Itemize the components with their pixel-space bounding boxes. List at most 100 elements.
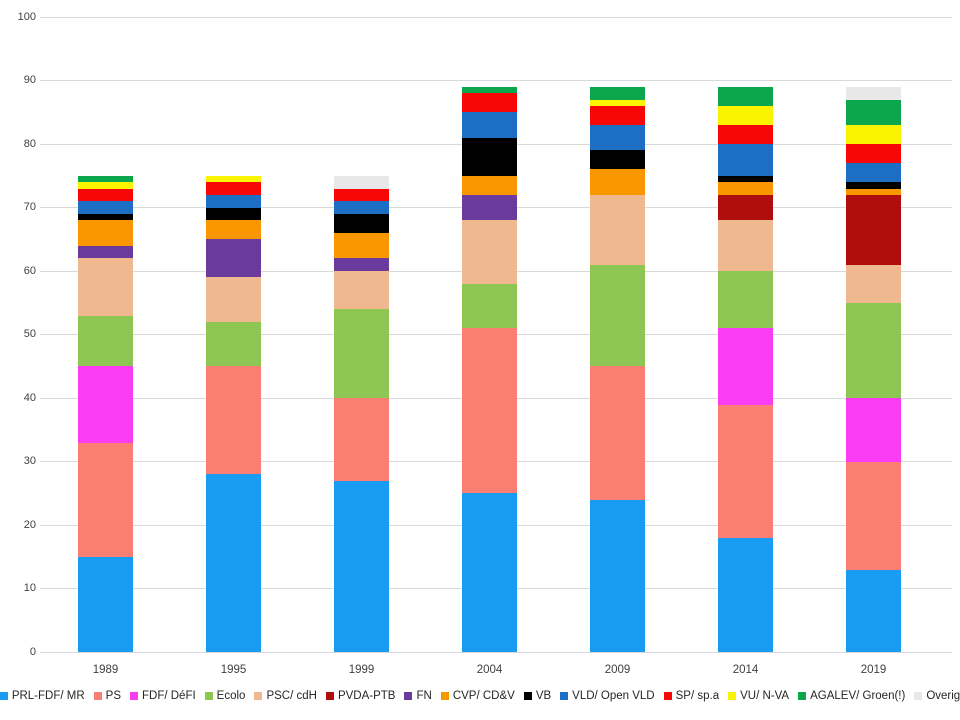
bar-segment	[846, 264, 901, 303]
bar-segment	[590, 150, 645, 170]
bar-segment	[846, 398, 901, 462]
legend-label: VLD/ Open VLD	[572, 690, 655, 702]
legend-swatch-icon	[728, 692, 737, 700]
bar-segment	[334, 201, 389, 214]
bar-segment	[78, 366, 133, 443]
legend-label: AGALEV/ Groen(!)	[810, 690, 906, 702]
bar-segment	[206, 194, 261, 208]
legend-item: CVP/ CD&V	[440, 690, 515, 702]
bar-segment	[334, 398, 389, 481]
y-axis-tick-label: 80	[23, 137, 36, 150]
legend-label: PS	[105, 690, 121, 702]
legend-label: CVP/ CD&V	[452, 690, 515, 702]
bar-segment	[718, 144, 773, 176]
bar-segment	[78, 557, 133, 653]
legend-label: VB	[535, 690, 552, 702]
x-axis-label: 2014	[732, 664, 759, 676]
legend-item: FDF/ DéFI	[130, 690, 196, 702]
bar-1999	[334, 0, 389, 653]
y-axis-tick-label: 90	[23, 74, 36, 87]
bar-segment	[78, 201, 133, 214]
legend-label: FDF/ DéFI	[142, 690, 196, 702]
bar-segment	[334, 213, 389, 233]
legend-item: AGALEV/ Groen(!)	[798, 690, 905, 702]
legend-label: Overig	[926, 690, 960, 702]
bar-segment	[846, 194, 901, 265]
legend-item: PSC/ cdH	[254, 690, 317, 702]
legend-item: PVDA-PTB	[325, 690, 395, 702]
legend-label: SP/ sp.a	[675, 690, 720, 702]
x-axis-label: 2019	[860, 664, 887, 676]
legend-item: SP/ sp.a	[663, 690, 720, 702]
bar-segment	[334, 309, 389, 399]
legend-swatch-icon	[404, 692, 413, 700]
y-axis-tick-label: 20	[23, 518, 36, 531]
legend-item: PRL-FDF/ MR	[0, 690, 85, 702]
bar-segment	[462, 86, 517, 94]
bar-segment	[462, 493, 517, 653]
x-axis-label: 1999	[348, 664, 375, 676]
bar-segment	[590, 264, 645, 367]
legend-swatch-icon	[204, 692, 213, 700]
bar-segment	[590, 499, 645, 653]
bar-segment	[462, 112, 517, 138]
bar-segment	[462, 328, 517, 494]
bar-segment	[590, 169, 645, 195]
bar-segment	[462, 283, 517, 329]
bar-segment	[718, 194, 773, 221]
bar-segment	[78, 258, 133, 316]
bar-segment	[78, 175, 133, 183]
bar-segment	[206, 366, 261, 475]
legend-label: Ecolo	[216, 690, 246, 702]
x-axis-label: 1995	[220, 664, 247, 676]
bar-segment	[334, 188, 389, 202]
bar-segment	[206, 182, 261, 195]
x-axis-label: 1989	[92, 664, 119, 676]
y-axis-tick-label: 0	[29, 645, 36, 658]
legend-swatch-icon	[440, 692, 449, 700]
legend-swatch-icon	[798, 692, 807, 700]
legend-swatch-icon	[130, 692, 138, 700]
legend-swatch-icon	[93, 692, 102, 700]
legend-label: PRL-FDF/ MR	[11, 690, 85, 702]
bar-2009	[590, 0, 645, 653]
legend-swatch-icon	[0, 692, 8, 700]
bar-segment	[718, 182, 773, 195]
bar-1995	[206, 0, 261, 653]
gridline	[40, 651, 952, 653]
legend-item: Ecolo	[204, 690, 246, 702]
bar-segment	[718, 328, 773, 405]
bar-segment	[846, 99, 901, 125]
bar-segment	[78, 213, 133, 221]
bar-segment	[718, 125, 773, 145]
bar-segment	[846, 569, 901, 653]
bar-segment	[718, 175, 773, 183]
legend: PRL-FDF/ MR PS FDF/ DéFI Ecolo PSC/ cdH PVDA-…	[0, 690, 960, 702]
bar-segment	[78, 315, 133, 367]
bar-segment	[846, 144, 901, 164]
y-axis-tick-label: 10	[23, 582, 36, 595]
bar-segment	[718, 220, 773, 272]
bar-segment	[206, 220, 261, 240]
bar-segment	[462, 93, 517, 113]
legend-item: VU/ N-VA	[728, 690, 789, 702]
bar-segment	[206, 207, 261, 221]
legend-swatch-icon	[523, 692, 532, 700]
bar-segment	[78, 182, 133, 189]
bar-segment	[590, 105, 645, 125]
y-axis-tick-label: 50	[23, 328, 36, 341]
bar-2019	[846, 0, 901, 653]
bar-segment	[334, 175, 389, 189]
bar-segment	[462, 220, 517, 284]
bar-segment	[718, 404, 773, 538]
bar-segment	[590, 99, 645, 106]
legend-item: Overig	[914, 690, 960, 702]
legend-label: PSC/ cdH	[266, 690, 317, 702]
bar-segment	[718, 86, 773, 106]
bar-segment	[462, 194, 517, 221]
bar-segment	[334, 258, 389, 272]
bar-segment	[206, 474, 261, 653]
bar-segment	[78, 442, 133, 557]
bar-2014	[718, 0, 773, 653]
